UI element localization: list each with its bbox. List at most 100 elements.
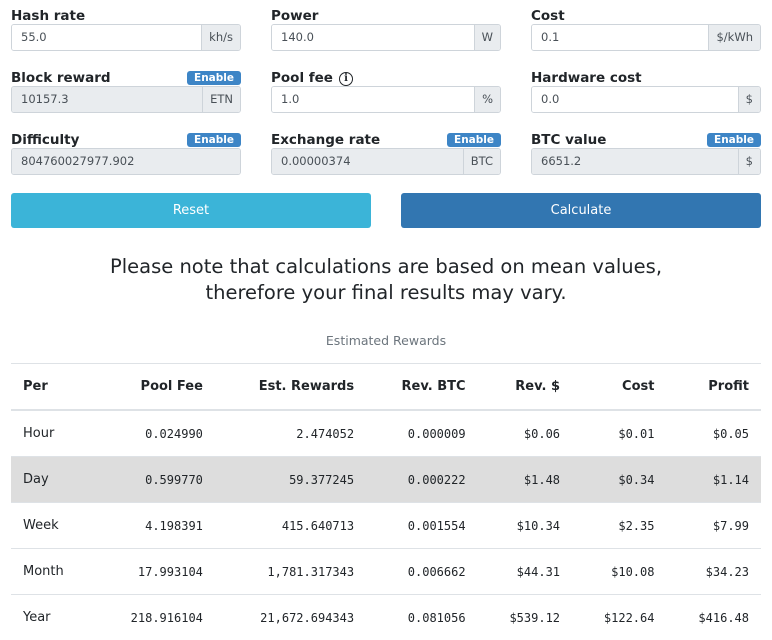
column-header-rev: Rev. $ (477, 363, 573, 411)
table-row: Day 0.599770 59.377245 0.000222 $1.48 $0.34 $1… (11, 456, 761, 503)
table-cell: 4.198391 (93, 502, 215, 549)
table-cell: 17.993104 (93, 548, 215, 595)
column-header-per: Per (11, 363, 93, 411)
table-cell: $34.23 (666, 548, 761, 595)
field-label: Exchange rate (271, 132, 380, 148)
rewards-table: Per Pool Fee Est. Rewards Rev. BTC Rev. $ Cos… (11, 363, 761, 640)
table-cell: 0.599770 (93, 456, 215, 503)
field-label: Pool fee i (271, 70, 353, 86)
table-cell: $0.06 (477, 409, 573, 457)
table-cell: $2.35 (572, 502, 667, 549)
table-cell: $0.01 (572, 409, 667, 457)
table-cell: $44.31 (477, 548, 573, 595)
label-text: Power (271, 8, 319, 24)
unit-addon: BTC (462, 149, 500, 174)
enable-badge[interactable]: Enable (187, 133, 241, 147)
unit-addon: % (474, 87, 500, 112)
label-text: Hardware cost (531, 70, 642, 86)
table-cell: $122.64 (572, 594, 667, 640)
table-cell: 0.000009 (366, 409, 478, 457)
enable-badge[interactable]: Enable (707, 133, 761, 147)
pool-fee-input[interactable]: 1.0 (272, 87, 475, 112)
field-label: BTC value (531, 132, 606, 148)
label-text: Pool fee (271, 70, 333, 86)
btc-value-input[interactable]: 6651.2 (532, 149, 738, 174)
column-header-cost: Cost (572, 363, 667, 411)
unit-addon: W (473, 25, 500, 50)
hash-rate-input[interactable]: 55.0 (12, 25, 202, 50)
column-header-rev-btc: Rev. BTC (366, 363, 478, 411)
column-header-pool-fee: Pool Fee (93, 363, 215, 411)
input-group: 0.1 $/kWh (531, 24, 761, 51)
field-label: Power (271, 8, 318, 24)
table-cell: 415.640713 (214, 502, 367, 549)
table-cell: 0.081056 (366, 594, 478, 640)
block-reward-input[interactable]: 10157.3 (12, 87, 203, 112)
info-icon[interactable]: i (338, 72, 353, 86)
table-cell: 0.024990 (93, 409, 215, 457)
table-cell: Year (11, 594, 93, 640)
table-row: Month 17.993104 1,781.317343 0.006662 $44.31… (11, 548, 761, 595)
unit-addon: kh/s (201, 25, 240, 50)
table-row: Week 4.198391 415.640713 0.001554 $10.34 $2.3… (11, 502, 761, 549)
disclaimer-line-1: Please note that calculations are based … (109, 255, 663, 278)
field-label: Difficulty (11, 132, 79, 148)
power-input[interactable]: 140.0 (272, 25, 474, 50)
enable-badge[interactable]: Enable (187, 71, 241, 85)
enable-badge[interactable]: Enable (447, 133, 501, 147)
table-cell: $0.05 (666, 409, 761, 457)
table-cell: $1.48 (477, 456, 573, 503)
table-caption: Estimated Rewards (325, 333, 447, 348)
exchange-rate-input[interactable]: 0.00000374 (272, 149, 463, 174)
input-group: 55.0 kh/s (11, 24, 241, 51)
table-cell: 2.474052 (214, 409, 367, 457)
table-cell: 21,672.694343 (214, 594, 367, 640)
label-text: Block reward (11, 70, 111, 86)
table-cell: $7.99 (666, 502, 761, 549)
table-cell: Month (11, 548, 93, 595)
input-group: 10157.3 ETN (11, 86, 241, 113)
table-cell: $539.12 (477, 594, 573, 640)
calculate-button[interactable]: Calculate (401, 193, 761, 228)
unit-addon: $ (737, 87, 760, 112)
table-row: Year 218.916104 21,672.694343 0.081056 $539.… (11, 594, 761, 640)
table-cell: $416.48 (666, 594, 761, 640)
label-text: Exchange rate (271, 132, 381, 148)
disclaimer-line-2: therefore your final results may vary. (205, 281, 567, 304)
table-cell: $1.14 (666, 456, 761, 503)
table-cell: Day (11, 456, 93, 503)
table-cell: $0.34 (572, 456, 667, 503)
unit-addon: $/kWh (708, 25, 760, 50)
input-group: 1.0% (271, 86, 501, 113)
unit-addon: ETN (202, 87, 240, 112)
column-header-profit: Profit (666, 363, 761, 411)
table-cell: 59.377245 (214, 456, 367, 503)
table-cell: 218.916104 (93, 594, 215, 640)
table-cell: 0.001554 (366, 502, 478, 549)
label-text: BTC value (531, 132, 607, 148)
difficulty-input[interactable]: 804760027977.902 (12, 149, 240, 174)
field-label: Hardware cost (531, 70, 642, 86)
hardware-cost-input[interactable]: 0.0 (532, 87, 738, 112)
table-cell: $10.08 (572, 548, 667, 595)
input-group: 0.0 $ (531, 86, 761, 113)
reset-button[interactable]: Reset (11, 193, 371, 228)
table-cell: Hour (11, 409, 93, 457)
table-cell: 1,781.317343 (214, 548, 367, 595)
input-group: 804760027977.902 (11, 148, 241, 175)
unit-addon: $ (737, 149, 760, 174)
disclaimer-note: Please note that calculations are based … (0, 254, 772, 306)
table-cell: 0.000222 (366, 456, 478, 503)
table-cell: Week (11, 502, 93, 549)
table-row: Hour 0.024990 2.474052 0.000009 $0.06 $0.01 $0… (11, 409, 761, 457)
input-group: 0.00000374 BTC (271, 148, 501, 175)
table-cell: 0.006662 (366, 548, 478, 595)
label-text: Cost (531, 8, 565, 24)
label-text: Difficulty (11, 132, 80, 148)
column-header-est-rewards: Est. Rewards (214, 363, 367, 411)
cost-input[interactable]: 0.1 (532, 25, 709, 50)
table-cell: $10.34 (477, 502, 573, 549)
input-group: 140.0 W (271, 24, 501, 51)
field-label: Block reward (11, 70, 111, 86)
input-group: 6651.2 $ (531, 148, 761, 175)
